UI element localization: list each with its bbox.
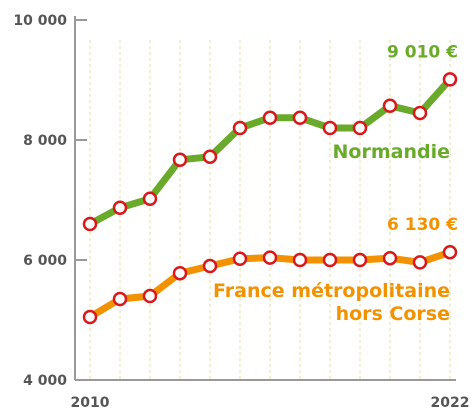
point bbox=[112, 200, 128, 216]
point bbox=[142, 191, 158, 207]
point bbox=[232, 251, 248, 267]
x-tick-label: 2010 bbox=[71, 395, 110, 411]
y-tick-label: 6 000 bbox=[23, 253, 67, 269]
point bbox=[232, 120, 248, 136]
legend-label: Normandie bbox=[332, 141, 450, 163]
point bbox=[322, 252, 338, 268]
point bbox=[262, 250, 278, 265]
point bbox=[202, 149, 218, 165]
y-tick-label: 4 000 bbox=[23, 373, 67, 389]
point bbox=[382, 250, 398, 266]
value-label: 9 010 € bbox=[387, 42, 458, 62]
point bbox=[322, 120, 338, 136]
point bbox=[142, 288, 158, 304]
x-tick-label: 2022 bbox=[431, 395, 470, 411]
y-tick-label: 8 000 bbox=[23, 133, 67, 149]
point bbox=[292, 110, 308, 126]
point bbox=[82, 309, 98, 325]
point bbox=[262, 110, 278, 126]
point bbox=[412, 255, 428, 270]
value-label: 6 130 € bbox=[387, 215, 458, 235]
point bbox=[292, 252, 308, 268]
point bbox=[172, 152, 188, 168]
point bbox=[352, 120, 368, 136]
point bbox=[382, 98, 398, 114]
point bbox=[202, 258, 218, 274]
y-tick-label: 10 000 bbox=[13, 13, 67, 29]
point bbox=[412, 105, 428, 121]
legend-label: France métropolitaine hors Corse bbox=[213, 280, 450, 325]
point bbox=[442, 244, 458, 260]
point bbox=[352, 252, 368, 268]
point bbox=[82, 216, 98, 232]
point bbox=[172, 265, 188, 281]
point bbox=[112, 291, 128, 307]
point bbox=[442, 72, 458, 87]
